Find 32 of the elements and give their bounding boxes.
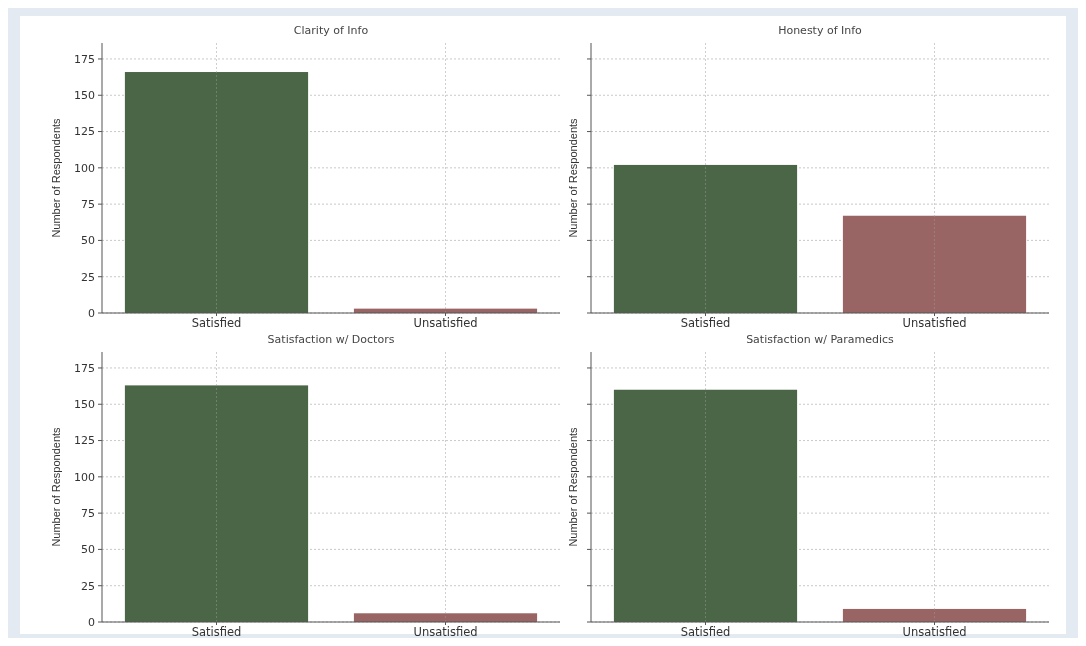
y-tick-label: 75	[81, 197, 95, 211]
chart-title: Honesty of Info	[778, 24, 863, 37]
x-tick-label: Satisfied	[191, 316, 242, 330]
y-tick-label: 100	[74, 161, 95, 175]
y-tick-label: 150	[74, 89, 95, 103]
y-tick-label: 175	[74, 361, 95, 375]
chart-title: Satisfaction w/ Doctors	[267, 333, 395, 346]
y-tick-label: 25	[81, 579, 95, 593]
y-tick-label: 175	[74, 52, 95, 66]
y-axis-title: Number of Respondents	[567, 117, 579, 238]
x-tick-label: Unsatisfied	[902, 316, 967, 330]
y-tick-label: 100	[74, 470, 95, 484]
y-tick-label: 125	[74, 125, 95, 139]
y-tick-label: 25	[81, 270, 95, 284]
x-tick-label: Satisfied	[680, 316, 731, 330]
y-axis-title: Number of Respondents	[567, 426, 579, 547]
x-tick-label: Satisfied	[191, 625, 242, 639]
y-tick-label: 125	[74, 434, 95, 448]
y-tick-label: 0	[88, 306, 95, 320]
x-tick-label: Unsatisfied	[413, 316, 478, 330]
y-tick-label: 50	[81, 543, 95, 557]
x-tick-label: Satisfied	[680, 625, 731, 639]
y-axis-title: Number of Respondents	[50, 426, 62, 547]
y-tick-label: 50	[81, 234, 95, 248]
chart-title: Clarity of Info	[293, 24, 369, 37]
y-tick-label: 150	[74, 398, 95, 412]
x-tick-label: Unsatisfied	[413, 625, 478, 639]
y-axis-title: Number of Respondents	[50, 117, 62, 238]
y-tick-label: 75	[81, 506, 95, 520]
y-tick-label: 0	[88, 615, 95, 629]
x-tick-label: Unsatisfied	[902, 625, 967, 639]
chart-title: Satisfaction w/ Paramedics	[746, 333, 895, 346]
